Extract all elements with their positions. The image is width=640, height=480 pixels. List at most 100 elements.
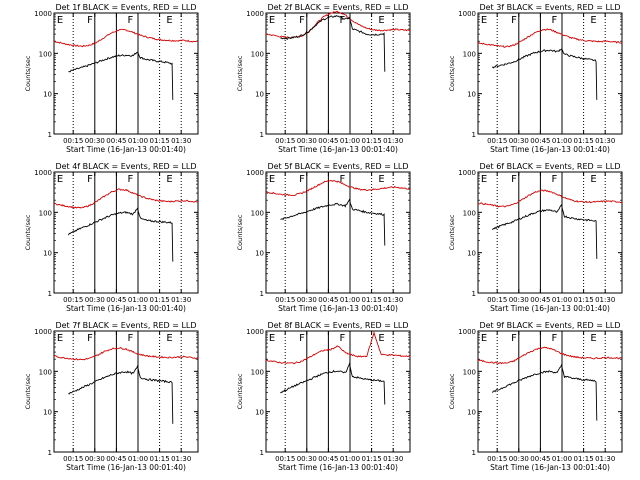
marker-letter: F: [87, 15, 93, 26]
marker-letter: F: [299, 333, 305, 344]
y-tick-label: 1: [48, 131, 52, 139]
x-tick-label: 01:30: [171, 296, 191, 304]
y-tick-label: 10: [255, 91, 264, 99]
y-tick-label: 100: [463, 50, 476, 58]
events-series-line: [492, 203, 598, 259]
panel-title: Det 3f BLACK = Events, RED = LLD: [479, 3, 620, 12]
marker-letter: F: [87, 174, 93, 185]
x-tick-label: 00:30: [509, 455, 529, 463]
x-tick-label: 01:15: [150, 137, 170, 145]
panel-title: Det 7f BLACK = Events, RED = LLD: [55, 321, 196, 330]
marker-letter: E: [269, 333, 275, 344]
x-tick-label: 00:15: [275, 455, 295, 463]
plot-frame: [477, 171, 623, 294]
marker-letter: F: [511, 174, 517, 185]
marker-letter: F: [127, 15, 133, 26]
marker-letter: E: [590, 15, 596, 26]
panel-title: Det 5f BLACK = Events, RED = LLD: [267, 162, 408, 171]
y-tick-label: 1000: [458, 328, 476, 336]
events-series-line: [280, 14, 386, 72]
x-tick-label: 01:00: [340, 455, 360, 463]
events-series-line: [68, 51, 174, 100]
panel-title: Det 9f BLACK = Events, RED = LLD: [479, 321, 620, 330]
y-tick-label: 100: [251, 209, 264, 217]
y-tick-label: 1: [48, 290, 52, 298]
y-axis-label: Counts/sec: [448, 214, 456, 250]
x-tick-label: 01:00: [340, 296, 360, 304]
x-axis-label: Start Time (16-Jan-13 00:01:40): [278, 145, 398, 154]
y-tick-label: 10: [467, 250, 476, 258]
panel-title: Det 8f BLACK = Events, RED = LLD: [267, 321, 408, 330]
marker-letter: E: [378, 15, 384, 26]
x-tick-label: 00:30: [509, 137, 529, 145]
plot-frame: [265, 12, 411, 135]
marker-letter: F: [511, 333, 517, 344]
x-tick-label: 00:15: [487, 137, 507, 145]
marker-letter: E: [269, 15, 275, 26]
y-tick-label: 100: [463, 209, 476, 217]
x-axis-label: Start Time (16-Jan-13 00:01:40): [66, 145, 186, 154]
x-tick-label: 00:15: [275, 137, 295, 145]
x-tick-label: 00:30: [85, 296, 105, 304]
y-axis-label: Counts/sec: [24, 55, 32, 91]
panel-title: Det 4f BLACK = Events, RED = LLD: [55, 162, 196, 171]
detector-panel: Det 9f BLACK = Events, RED = LLD Counts/s…: [448, 321, 623, 472]
y-tick-label: 1000: [34, 10, 52, 18]
y-tick-label: 10: [43, 91, 52, 99]
x-tick-label: 00:45: [530, 296, 550, 304]
plot-frame: [477, 330, 623, 453]
x-tick-label: 01:00: [552, 455, 572, 463]
y-tick-label: 100: [39, 368, 52, 376]
marker-letter: F: [339, 174, 345, 185]
y-tick-label: 10: [43, 250, 52, 258]
x-tick-label: 00:45: [318, 455, 338, 463]
marker-letter: E: [166, 15, 172, 26]
marker-letter: F: [127, 333, 133, 344]
marker-letter: E: [269, 174, 275, 185]
y-axis-label: Counts/sec: [448, 373, 456, 409]
lld-series-line: [53, 188, 199, 209]
y-tick-label: 10: [467, 91, 476, 99]
events-series-line: [280, 198, 386, 246]
x-tick-label: 00:45: [106, 455, 126, 463]
detector-panel: Det 3f BLACK = Events, RED = LLD Counts/s…: [448, 3, 623, 154]
x-tick-label: 00:45: [530, 455, 550, 463]
x-tick-label: 00:15: [63, 296, 83, 304]
y-tick-label: 1: [260, 449, 264, 457]
marker-letter: F: [551, 174, 557, 185]
y-tick-label: 1000: [34, 328, 52, 336]
x-tick-label: 01:15: [362, 455, 382, 463]
y-tick-label: 1000: [458, 10, 476, 18]
x-axis-label: Start Time (16-Jan-13 00:01:40): [66, 463, 186, 472]
marker-letter: F: [339, 15, 345, 26]
x-tick-label: 00:15: [63, 137, 83, 145]
marker-letter: E: [57, 174, 63, 185]
x-tick-label: 01:30: [595, 296, 615, 304]
plot-frame: [53, 171, 199, 294]
marker-letter: E: [481, 333, 487, 344]
y-tick-label: 1: [260, 131, 264, 139]
x-tick-label: 00:45: [318, 137, 338, 145]
x-tick-label: 00:30: [297, 137, 317, 145]
x-axis-label: Start Time (16-Jan-13 00:01:40): [490, 145, 610, 154]
marker-letter: F: [551, 333, 557, 344]
x-tick-label: 01:30: [595, 455, 615, 463]
x-tick-label: 01:15: [574, 455, 594, 463]
marker-letter: E: [590, 333, 596, 344]
detector-panel: Det 4f BLACK = Events, RED = LLD Counts/s…: [24, 162, 199, 313]
detector-panel: Det 2f BLACK = Events, RED = LLD Counts/s…: [236, 3, 411, 154]
marker-letter: E: [378, 174, 384, 185]
events-series-line: [492, 363, 598, 421]
panel-title: Det 1f BLACK = Events, RED = LLD: [55, 3, 196, 12]
x-tick-label: 01:30: [595, 137, 615, 145]
x-tick-label: 00:45: [530, 137, 550, 145]
marker-letter: E: [166, 174, 172, 185]
plot-frame: [53, 330, 199, 453]
y-tick-label: 1000: [458, 169, 476, 177]
detector-panel: Det 5f BLACK = Events, RED = LLD Counts/s…: [236, 162, 411, 313]
x-tick-label: 00:15: [275, 296, 295, 304]
lld-series-line: [265, 10, 411, 39]
marker-letter: E: [590, 174, 596, 185]
lld-series-line: [477, 346, 623, 365]
marker-letter: F: [127, 174, 133, 185]
